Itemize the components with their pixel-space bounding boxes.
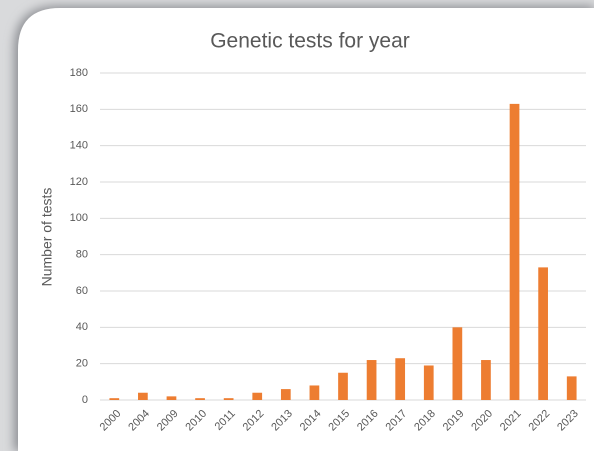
bar: [223, 398, 234, 400]
y-tick-label: 140: [70, 140, 88, 152]
bar: [309, 385, 320, 400]
chart-title: Genetic tests for year: [210, 30, 410, 53]
y-tick-label: 60: [76, 285, 88, 297]
bar: [395, 358, 406, 400]
bar: [252, 392, 263, 400]
bar: [109, 398, 120, 400]
bar: [452, 327, 463, 400]
y-tick-label: 160: [70, 103, 88, 115]
y-tick-label: 20: [76, 358, 88, 370]
bar: [366, 360, 377, 400]
y-tick-label: 100: [70, 212, 88, 224]
bar: [566, 376, 577, 400]
bar: [423, 365, 434, 400]
y-tick-label: 40: [76, 321, 88, 333]
bar: [509, 103, 520, 400]
y-tick-label: 80: [76, 249, 88, 261]
y-tick-label: 0: [82, 394, 88, 406]
bar: [138, 392, 148, 400]
bar: [195, 398, 205, 400]
y-axis-label: Number of tests: [39, 188, 55, 287]
bar: [538, 267, 548, 400]
bar: [166, 396, 177, 400]
bar: [338, 372, 348, 400]
y-tick-label: 180: [70, 67, 88, 79]
bar: [280, 389, 291, 400]
y-tick-label: 120: [70, 176, 88, 188]
chart-card: [18, 8, 594, 451]
bar: [481, 360, 491, 400]
